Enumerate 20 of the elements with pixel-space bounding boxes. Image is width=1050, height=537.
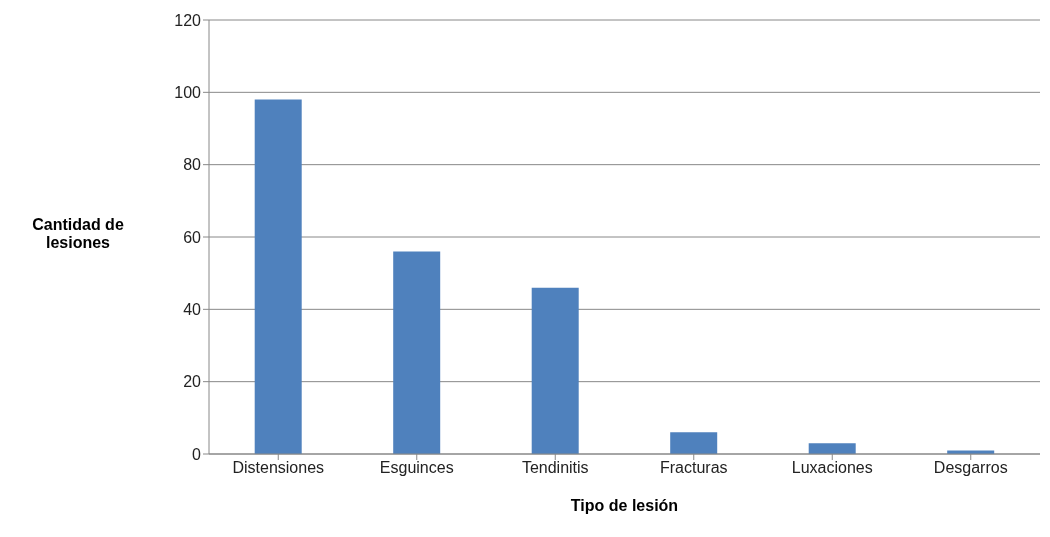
y-tick-label: 40	[183, 301, 202, 319]
x-tick-label: Distensiones	[232, 459, 325, 477]
x-tick-label: Tendinitis	[521, 459, 589, 477]
y-tick-label: 20	[183, 373, 202, 391]
bar	[531, 287, 579, 454]
bar	[670, 432, 718, 454]
x-tick-label: Luxaciones	[791, 459, 873, 477]
bar	[254, 99, 302, 454]
y-tick-label: 0	[192, 445, 202, 463]
y-tick-label: 120	[174, 11, 202, 29]
x-axis-title: Tipo de lesión	[570, 497, 679, 514]
y-axis-title: Cantidad de lesiones	[31, 216, 125, 252]
y-tick-label: 80	[183, 156, 202, 174]
y-tick-label: 60	[183, 228, 202, 246]
y-tick-label: 100	[174, 84, 202, 102]
x-tick-label: Fracturas	[659, 459, 728, 477]
bar	[808, 443, 856, 454]
x-tick-label: Desgarros	[933, 459, 1008, 477]
x-tick-label: Esguinces	[379, 459, 454, 477]
bar	[393, 251, 441, 454]
